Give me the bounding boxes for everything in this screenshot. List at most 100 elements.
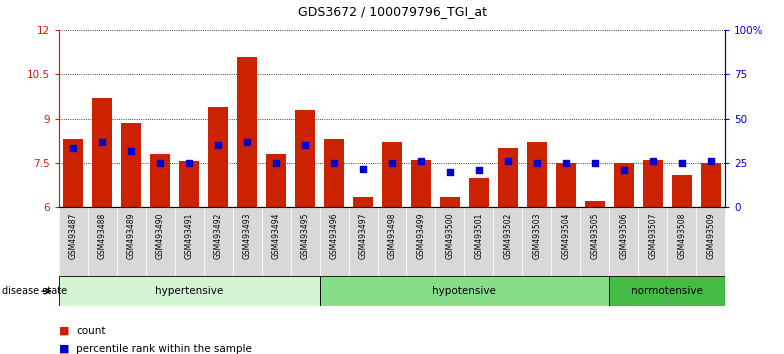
Text: GSM493488: GSM493488 xyxy=(98,213,107,259)
Bar xyxy=(59,207,88,276)
Text: GSM493502: GSM493502 xyxy=(503,213,513,259)
Text: GSM493489: GSM493489 xyxy=(127,213,136,259)
Point xyxy=(125,148,137,154)
Text: GSM493507: GSM493507 xyxy=(648,213,657,259)
Point xyxy=(560,160,572,166)
Bar xyxy=(464,207,493,276)
Text: GSM493496: GSM493496 xyxy=(329,213,339,259)
Bar xyxy=(527,142,547,207)
Point xyxy=(328,160,340,166)
Bar xyxy=(493,207,522,276)
Point xyxy=(96,139,108,145)
Bar xyxy=(237,57,257,207)
Point xyxy=(241,139,253,145)
Bar xyxy=(208,107,228,207)
Bar xyxy=(179,161,199,207)
Point xyxy=(502,159,514,164)
Bar xyxy=(643,160,663,207)
Text: GSM493509: GSM493509 xyxy=(706,213,715,259)
Bar xyxy=(88,207,117,276)
Point xyxy=(154,160,166,166)
Point xyxy=(473,167,485,173)
Point xyxy=(444,169,456,175)
Bar xyxy=(93,98,112,207)
Bar xyxy=(262,207,291,276)
Point xyxy=(183,160,195,166)
Bar xyxy=(320,207,349,276)
Point xyxy=(589,160,601,166)
Bar xyxy=(353,197,373,207)
Text: GSM493487: GSM493487 xyxy=(69,213,78,259)
Point xyxy=(647,159,659,164)
Text: GDS3672 / 100079796_TGI_at: GDS3672 / 100079796_TGI_at xyxy=(297,5,487,18)
Bar xyxy=(556,163,576,207)
Text: count: count xyxy=(76,326,106,336)
Bar xyxy=(609,276,725,306)
Bar xyxy=(64,139,83,207)
Bar xyxy=(638,207,667,276)
Text: ■: ■ xyxy=(59,326,73,336)
Bar xyxy=(701,163,720,207)
Point xyxy=(386,160,398,166)
Bar xyxy=(117,207,146,276)
Point xyxy=(270,160,282,166)
Text: GSM493494: GSM493494 xyxy=(271,213,281,259)
Bar xyxy=(406,207,435,276)
Bar xyxy=(59,276,320,306)
Bar xyxy=(382,142,402,207)
Bar xyxy=(291,207,320,276)
Text: ■: ■ xyxy=(59,344,73,354)
Bar xyxy=(609,207,638,276)
Bar xyxy=(146,207,175,276)
Text: GSM493491: GSM493491 xyxy=(185,213,194,259)
Bar xyxy=(435,207,464,276)
Bar xyxy=(551,207,580,276)
Text: disease state: disease state xyxy=(2,286,67,296)
Point xyxy=(357,166,369,172)
Text: percentile rank within the sample: percentile rank within the sample xyxy=(76,344,252,354)
Bar xyxy=(696,207,725,276)
Text: GSM493506: GSM493506 xyxy=(619,213,628,259)
Text: GSM493503: GSM493503 xyxy=(532,213,542,259)
Point xyxy=(531,160,543,166)
Bar xyxy=(150,154,170,207)
Bar xyxy=(349,207,378,276)
Text: hypertensive: hypertensive xyxy=(155,286,223,296)
Text: GSM493498: GSM493498 xyxy=(387,213,397,259)
Point xyxy=(705,159,717,164)
Bar xyxy=(667,207,696,276)
Bar xyxy=(522,207,551,276)
Bar xyxy=(204,207,233,276)
Bar xyxy=(469,178,489,207)
Bar xyxy=(121,123,141,207)
Bar xyxy=(440,197,460,207)
Point xyxy=(415,159,427,164)
Text: GSM493493: GSM493493 xyxy=(242,213,252,259)
Bar xyxy=(175,207,204,276)
Text: GSM493501: GSM493501 xyxy=(474,213,484,259)
Point xyxy=(212,142,224,148)
Bar xyxy=(411,160,431,207)
Text: GSM493499: GSM493499 xyxy=(416,213,426,259)
Point xyxy=(618,167,630,173)
Text: GSM493508: GSM493508 xyxy=(677,213,686,259)
Text: GSM493505: GSM493505 xyxy=(590,213,599,259)
Text: normotensive: normotensive xyxy=(631,286,703,296)
Bar xyxy=(580,207,609,276)
Bar xyxy=(378,207,406,276)
Text: GSM493500: GSM493500 xyxy=(445,213,455,259)
Point xyxy=(67,145,79,151)
Bar xyxy=(672,175,691,207)
Bar xyxy=(233,207,262,276)
Text: GSM493497: GSM493497 xyxy=(358,213,368,259)
Bar xyxy=(614,163,634,207)
Text: GSM493492: GSM493492 xyxy=(214,213,223,259)
Bar xyxy=(324,139,344,207)
Text: GSM493495: GSM493495 xyxy=(300,213,310,259)
Text: hypotensive: hypotensive xyxy=(433,286,496,296)
Text: GSM493504: GSM493504 xyxy=(561,213,570,259)
Bar xyxy=(295,110,315,207)
Bar xyxy=(498,148,518,207)
Point xyxy=(676,160,688,166)
Text: GSM493490: GSM493490 xyxy=(156,213,165,259)
